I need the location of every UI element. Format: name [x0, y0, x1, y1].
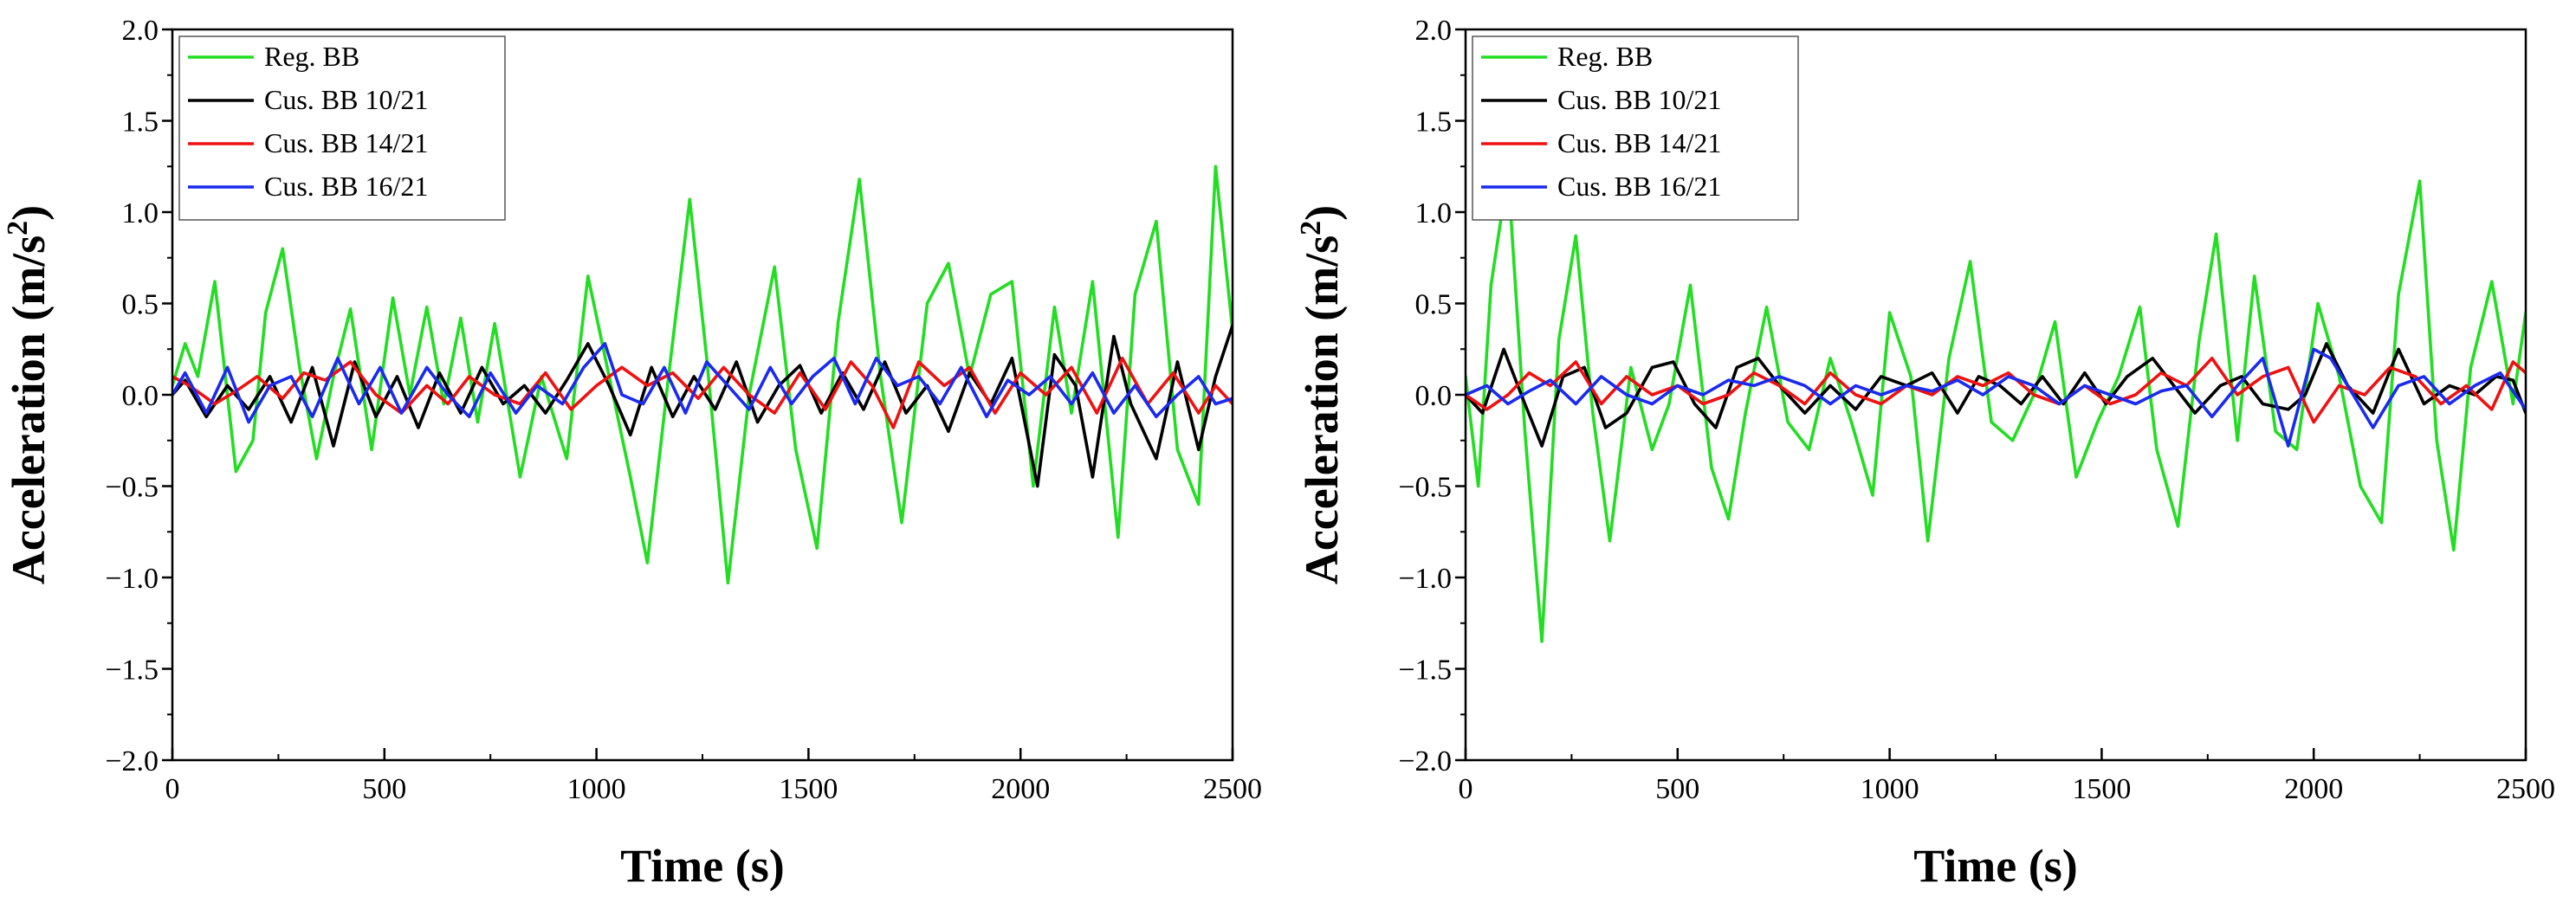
left-chart-panel: 0 500 1000 1500 2000 2500 −2.0 −1.5 −1.0 −0.5 0.0 0… [2, 15, 1262, 892]
legend-label: Cus. BB 16/21 [1557, 171, 1721, 202]
x-tick-label: 2500 [1203, 773, 1262, 805]
series-line-2 [1466, 357, 2526, 424]
x-axis-title: Time (s) [1913, 840, 2077, 892]
legend-box [1472, 35, 1799, 221]
y-axis-title: Acceleration (m/s2) [2, 205, 55, 584]
series-lines [1466, 170, 2526, 643]
y-tick-label: −0.5 [1398, 472, 1452, 504]
y-tick-label: 0.0 [122, 380, 159, 412]
x-tick-label: 2500 [2496, 773, 2555, 805]
y-tick-label: −1.0 [1398, 563, 1452, 595]
legend-label: Cus. BB 16/21 [264, 171, 428, 202]
y-tick-label: 1.5 [122, 106, 159, 139]
series-lines [172, 164, 1233, 585]
x-tick-label: 1500 [2072, 773, 2131, 805]
legend: Reg. BB Cus. BB 10/21 Cus. BB 14/21 Cus. BB… [1472, 35, 1799, 221]
legend-label: Reg. BB [264, 41, 359, 72]
y-axis-title: Acceleration (m/s2) [1295, 205, 1348, 584]
x-tick-label: 500 [362, 773, 406, 805]
y-tick-label: −2.0 [105, 745, 159, 777]
y-tick-label: 1.5 [1415, 106, 1453, 139]
x-tick-label: 2000 [991, 773, 1050, 805]
legend: Reg. BB Cus. BB 10/21 Cus. BB 14/21 Cus. BB… [178, 35, 506, 221]
y-tick-label: −1.5 [105, 655, 159, 687]
x-tick-label: 500 [1655, 773, 1699, 805]
legend-label: Cus. BB 14/21 [264, 127, 428, 158]
series-line-0 [1466, 170, 2526, 643]
x-tick-label: 1000 [1861, 773, 1919, 805]
legend-label: Cus. BB 14/21 [1557, 127, 1721, 158]
series-line-2 [172, 357, 1233, 429]
y-tick-label: −2.0 [1398, 745, 1452, 777]
x-tick-label: 1500 [779, 773, 838, 805]
legend-label: Reg. BB [1557, 41, 1653, 72]
legend-label: Cus. BB 10/21 [1557, 84, 1721, 115]
legend-label: Cus. BB 10/21 [264, 84, 428, 115]
y-tick-label: −0.5 [105, 472, 159, 504]
y-tick-label: 0.5 [1415, 289, 1453, 321]
series-line-3 [172, 342, 1233, 424]
right-chart-panel: 0 500 1000 1500 2000 2500 −2.0 −1.5 −1.0 −0.5 0.0 0… [1295, 15, 2555, 892]
y-tick-label: 0.0 [1415, 380, 1453, 412]
x-axis-title: Time (s) [620, 840, 784, 892]
series-line-3 [1466, 347, 2526, 448]
y-tick-label: 1.0 [1415, 197, 1453, 229]
x-tick-label: 1000 [567, 773, 626, 805]
x-tick-label: 0 [1459, 773, 1473, 805]
x-tick-label: 2000 [2284, 773, 2343, 805]
y-tick-label: −1.0 [105, 563, 159, 595]
y-tick-label: −1.5 [1398, 655, 1452, 687]
y-tick-label: 2.0 [1415, 15, 1453, 47]
y-tick-label: 0.5 [122, 289, 159, 321]
y-tick-label: 2.0 [122, 15, 159, 47]
x-tick-label: 0 [165, 773, 180, 805]
legend-box [178, 35, 506, 221]
y-tick-label: 1.0 [122, 197, 159, 229]
